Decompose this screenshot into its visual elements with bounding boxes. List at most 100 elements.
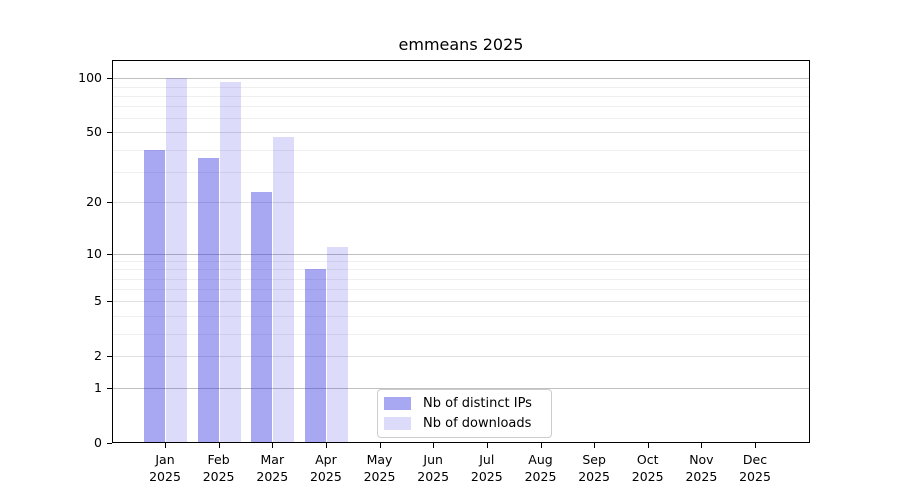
x-tick-label: Jun 2025 <box>401 451 465 485</box>
x-tick-mark <box>325 443 327 448</box>
x-tick-year: 2025 <box>202 469 235 484</box>
x-tick-mark <box>755 443 756 448</box>
minor-gridline <box>113 333 809 335</box>
y-tick-mark <box>107 301 112 303</box>
x-tick-mark <box>433 443 435 448</box>
x-tick-month: Jan <box>155 452 175 467</box>
legend-swatch-distinct-ips <box>384 397 411 410</box>
x-tick-month: Aug <box>528 452 553 467</box>
x-tick-year: 2025 <box>470 469 503 484</box>
bar-downloads <box>326 246 348 443</box>
bar-distinct-ips <box>304 269 326 443</box>
x-tick-label: Feb 2025 <box>187 451 251 485</box>
x-tick-label: Oct 2025 <box>616 451 680 485</box>
x-tick-month: Jul <box>479 452 495 467</box>
x-tick-label: Mar 2025 <box>240 451 304 485</box>
y-tick-label: 0 <box>94 435 102 450</box>
legend-entry-distinct-ips: Nb of distinct IPs <box>384 396 543 411</box>
bar-distinct-ips <box>197 157 219 443</box>
legend-swatch-downloads <box>384 417 411 430</box>
x-tick-mark <box>379 443 381 448</box>
x-tick-month: May <box>366 452 393 467</box>
y-tick-label: 5 <box>94 293 102 309</box>
bar-distinct-ips <box>144 149 165 443</box>
x-tick-mark <box>486 443 488 448</box>
minor-gridline <box>113 315 809 317</box>
y-tick-mark <box>107 78 112 80</box>
x-tick-year: 2025 <box>363 469 396 484</box>
x-tick-label: Jan 2025 <box>133 451 197 485</box>
legend-entry-downloads: Nb of downloads <box>384 416 543 431</box>
chart-title: emmeans 2025 <box>398 35 524 54</box>
x-tick-label: Jul 2025 <box>455 451 519 485</box>
x-tick-label: Dec 2025 <box>723 451 787 485</box>
x-tick-year: 2025 <box>631 469 664 484</box>
x-tick-month: Nov <box>689 452 714 467</box>
y-tick-mark <box>107 443 112 444</box>
x-tick-label: Aug 2025 <box>509 451 573 485</box>
major-gridline <box>113 356 809 358</box>
y-tick-label: 10 <box>86 245 102 261</box>
x-tick-mark <box>165 443 166 448</box>
x-tick-month: Jun <box>423 452 443 467</box>
minor-gridline <box>113 278 809 280</box>
minor-gridline <box>113 149 809 151</box>
y-tick-label: 2 <box>94 348 102 364</box>
y-tick-label: 50 <box>86 124 102 140</box>
x-tick-mark <box>540 443 542 448</box>
minor-gridline <box>113 261 809 263</box>
legend: Nb of distinct IPs Nb of downloads <box>377 389 552 438</box>
legend-label-distinct-ips: Nb of distinct IPs <box>423 396 532 411</box>
major-gridline <box>113 78 809 80</box>
y-tick-label: 1 <box>94 380 102 396</box>
x-tick-year: 2025 <box>309 469 342 484</box>
y-tick-mark <box>107 253 112 255</box>
x-tick-label: May 2025 <box>348 451 412 485</box>
y-tick-mark <box>107 356 112 358</box>
minor-gridline <box>113 289 809 291</box>
x-tick-month: Sep <box>582 452 606 467</box>
major-gridline <box>113 202 809 204</box>
x-tick-label: Sep 2025 <box>562 451 626 485</box>
x-tick-year: 2025 <box>524 469 557 484</box>
minor-gridline <box>113 106 809 108</box>
x-tick-month: Mar <box>260 452 285 467</box>
x-tick-month: Feb <box>207 452 230 467</box>
x-tick-year: 2025 <box>417 469 450 484</box>
minor-gridline <box>113 171 809 173</box>
y-tick-label: 20 <box>86 194 102 210</box>
bar-downloads <box>273 137 295 443</box>
legend-label-downloads: Nb of downloads <box>423 416 532 431</box>
major-gridline <box>113 132 809 134</box>
major-gridline <box>113 388 809 390</box>
minor-gridline <box>113 269 809 271</box>
x-tick-mark <box>272 443 274 448</box>
y-tick-label: 100 <box>78 70 102 86</box>
x-tick-label: Nov 2025 <box>669 451 733 485</box>
minor-gridline <box>113 86 809 88</box>
x-tick-year: 2025 <box>739 469 771 484</box>
bar-distinct-ips <box>251 191 273 443</box>
minor-gridline <box>113 118 809 120</box>
x-tick-month: Oct <box>636 452 659 467</box>
major-gridline <box>113 253 809 255</box>
x-tick-year: 2025 <box>578 469 610 484</box>
x-tick-month: Apr <box>315 452 337 467</box>
x-tick-mark <box>594 443 596 448</box>
x-tick-mark <box>701 443 703 448</box>
x-tick-year: 2025 <box>256 469 289 484</box>
bar-downloads <box>166 78 187 443</box>
y-tick-mark <box>107 202 112 204</box>
bar-downloads <box>219 82 241 443</box>
y-tick-mark <box>107 388 112 390</box>
minor-gridline <box>113 95 809 97</box>
x-tick-mark <box>647 443 649 448</box>
x-tick-month: Dec <box>742 452 768 467</box>
x-tick-year: 2025 <box>685 469 718 484</box>
x-tick-year: 2025 <box>149 469 181 484</box>
y-tick-mark <box>107 132 112 134</box>
major-gridline <box>113 301 809 303</box>
x-tick-label: Apr 2025 <box>294 451 358 485</box>
x-tick-mark <box>218 443 220 448</box>
